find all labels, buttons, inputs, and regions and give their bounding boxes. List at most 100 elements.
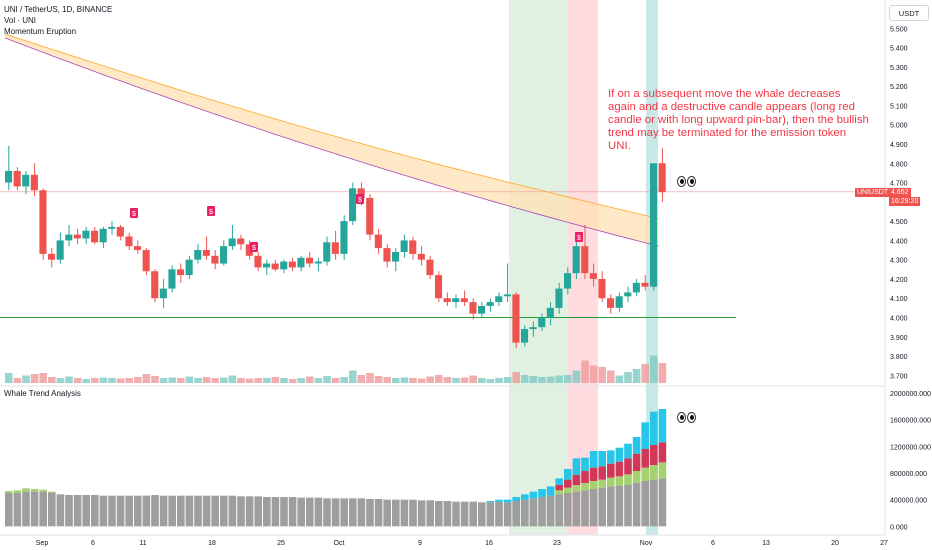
price-tick-label: 4.300 <box>890 258 908 265</box>
s-signal-label: $ <box>252 245 256 252</box>
band-fill <box>5 34 659 247</box>
annotation-text[interactable]: If on a subsequent move the whale decrea… <box>608 88 869 152</box>
candle-body <box>572 246 580 274</box>
candle-body <box>288 261 296 268</box>
candle-body <box>478 305 486 314</box>
candle-body <box>555 288 563 308</box>
whale-bar-segment <box>641 449 649 468</box>
volume-bar <box>306 376 314 383</box>
candle-body <box>495 296 503 303</box>
price-tick-label: 3.800 <box>890 354 908 361</box>
volume-bar <box>443 377 452 383</box>
whale-bar-segment <box>443 501 452 527</box>
candle-body <box>65 234 73 241</box>
symbol-title[interactable]: UNI / TetherUS, 1D, BINANCE <box>4 5 113 14</box>
candle-body <box>271 263 279 270</box>
whale-bar-segment <box>108 495 116 527</box>
volume-bar <box>495 378 503 383</box>
whale-bar-segment <box>366 499 374 527</box>
candle-body <box>245 244 253 256</box>
whale-bar-segment <box>615 447 624 462</box>
candle-body <box>521 329 529 343</box>
candle-body <box>409 240 417 254</box>
whale-bar-segment <box>39 491 47 527</box>
whale-bar-segment <box>306 497 314 527</box>
candle-body <box>314 261 322 264</box>
whale-bar-segment <box>521 499 529 527</box>
volume-bar <box>73 378 82 383</box>
volume-indicator-label[interactable]: Vol · UNI <box>4 16 37 25</box>
whale-bar-segment <box>495 501 503 527</box>
whale-bar-segment <box>48 491 56 493</box>
volume-bar <box>641 364 649 383</box>
candle-body <box>134 246 142 251</box>
candle-body <box>323 242 331 262</box>
whale-bar-segment <box>658 478 667 527</box>
price-tick-label: 4.000 <box>890 316 908 323</box>
volume-bar <box>177 378 185 383</box>
candle-body <box>615 296 623 308</box>
candle-body <box>254 255 262 268</box>
whale-bar-segment <box>220 495 228 527</box>
volume-bar <box>555 375 563 383</box>
price-tick-label: 5.400 <box>890 46 908 53</box>
whale-bar-segment <box>134 495 142 527</box>
whale-bar-segment <box>538 489 546 497</box>
whale-bar-segment <box>469 501 477 527</box>
whale-bar-segment <box>658 442 667 463</box>
whale-bar-segment <box>564 479 572 488</box>
volume-bar <box>30 374 39 383</box>
whale-bar-segment <box>555 494 563 527</box>
time-tick-label: 18 <box>208 540 216 547</box>
volume-bar <box>460 377 469 383</box>
whale-bar-segment <box>314 497 323 527</box>
whale-pane-title[interactable]: Whale Trend Analysis <box>4 389 81 398</box>
whale-bar-segment <box>503 499 512 503</box>
whale-bar-segment <box>22 491 30 527</box>
eye-right <box>687 176 696 187</box>
band-upper-line <box>4 33 659 219</box>
candle-body <box>426 259 434 276</box>
whale-bar-segment <box>288 497 297 527</box>
whale-bar-segment <box>589 467 598 481</box>
momentum-indicator-label[interactable]: Momentum Eruption <box>4 27 77 36</box>
whale-bar-segment <box>658 462 667 479</box>
candle-body <box>366 197 374 235</box>
candle-body <box>349 188 357 222</box>
whale-bar-segment <box>607 486 615 527</box>
whale-bar-segment <box>624 458 632 475</box>
volume-bar <box>546 376 555 383</box>
candle-body <box>546 307 554 318</box>
candle-body <box>581 246 589 274</box>
whale-bar-segment <box>486 502 495 527</box>
currency-unit-button[interactable]: USDT <box>889 5 929 21</box>
volume-bar <box>572 370 581 383</box>
volume-bar <box>658 363 667 383</box>
candle-body <box>331 242 339 254</box>
price-tick-label: 4.200 <box>890 277 908 284</box>
volume-bar <box>168 377 176 383</box>
candle-body <box>185 259 193 276</box>
candle-body <box>658 163 666 193</box>
candle-body <box>417 253 425 260</box>
price-tick-label: 4.800 <box>890 161 908 168</box>
whale-bar-segment <box>435 501 443 527</box>
candle-body <box>435 275 443 299</box>
volume-bar <box>65 376 73 383</box>
candle-body <box>202 250 210 256</box>
candle-body <box>607 298 615 308</box>
volume-bar <box>271 377 280 383</box>
whale-bar-segment <box>39 489 47 492</box>
time-tick-label: 27 <box>880 540 888 547</box>
volume-bar <box>400 377 409 383</box>
whale-bar-segment <box>400 499 409 527</box>
whale-bar-segment <box>564 469 572 480</box>
volume-bar <box>194 378 202 383</box>
candle-body <box>39 190 47 254</box>
whale-bar-segment <box>650 445 658 465</box>
candle-body <box>469 302 477 314</box>
candle-body <box>641 282 649 287</box>
volume-bar <box>486 379 495 383</box>
candle-body <box>82 230 90 239</box>
price-tick-label: 4.100 <box>890 296 908 303</box>
